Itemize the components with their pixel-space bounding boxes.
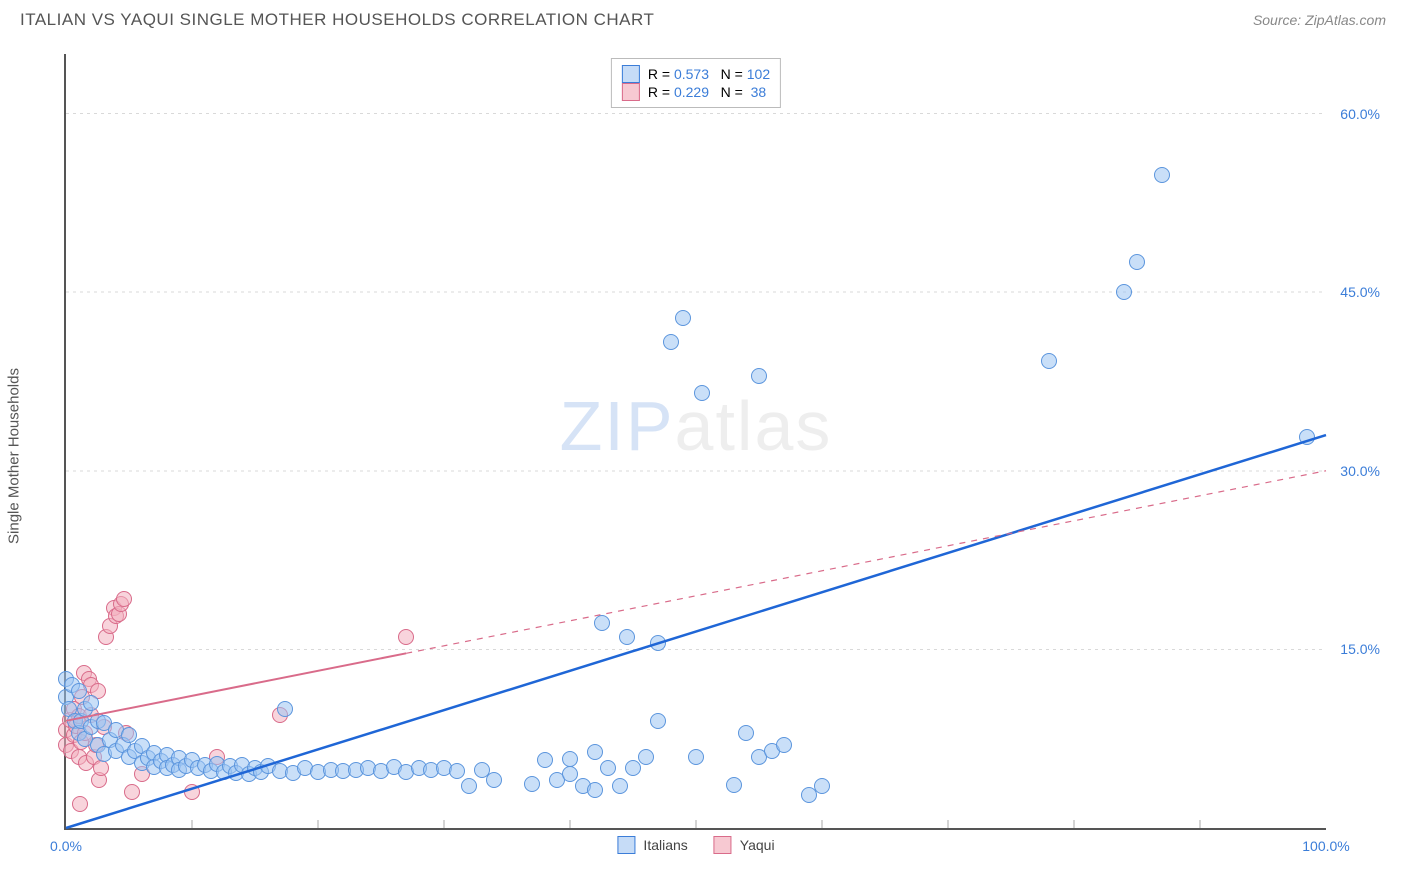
data-point bbox=[562, 751, 578, 767]
data-point bbox=[562, 766, 578, 782]
data-point bbox=[1116, 284, 1132, 300]
x-tick-label: 0.0% bbox=[50, 838, 82, 854]
series-legend: Italians Yaqui bbox=[617, 836, 774, 854]
data-point bbox=[738, 725, 754, 741]
data-point bbox=[594, 615, 610, 631]
data-point bbox=[1129, 254, 1145, 270]
data-point bbox=[688, 749, 704, 765]
data-point bbox=[650, 635, 666, 651]
legend-label: Yaqui bbox=[740, 837, 775, 853]
data-point bbox=[124, 784, 140, 800]
plot-area: ZIPatlas R = 0.573 N = 102R = 0.229 N = … bbox=[64, 54, 1326, 830]
legend-swatch bbox=[622, 65, 640, 83]
chart-title: ITALIAN VS YAQUI SINGLE MOTHER HOUSEHOLD… bbox=[20, 10, 654, 30]
correlation-legend: R = 0.573 N = 102R = 0.229 N = 38 bbox=[611, 58, 781, 108]
data-point bbox=[277, 701, 293, 717]
data-point bbox=[524, 776, 540, 792]
data-point bbox=[1041, 353, 1057, 369]
data-point bbox=[726, 777, 742, 793]
legend-label: Italians bbox=[643, 837, 687, 853]
data-point bbox=[184, 784, 200, 800]
legend-item: Yaqui bbox=[714, 836, 775, 854]
legend-swatch bbox=[714, 836, 732, 854]
data-point bbox=[625, 760, 641, 776]
legend-item: Italians bbox=[617, 836, 687, 854]
data-point bbox=[1299, 429, 1315, 445]
data-point bbox=[72, 796, 88, 812]
data-point bbox=[814, 778, 830, 794]
data-point bbox=[1154, 167, 1170, 183]
data-point bbox=[486, 772, 502, 788]
legend-stat-row: R = 0.573 N = 102 bbox=[622, 65, 770, 83]
legend-stat-row: R = 0.229 N = 38 bbox=[622, 83, 770, 101]
data-point bbox=[71, 683, 87, 699]
data-point bbox=[587, 744, 603, 760]
data-point bbox=[83, 695, 99, 711]
data-point bbox=[675, 310, 691, 326]
y-tick-label: 30.0% bbox=[1340, 463, 1380, 479]
data-point bbox=[638, 749, 654, 765]
data-point bbox=[619, 629, 635, 645]
data-point bbox=[93, 760, 109, 776]
data-point bbox=[461, 778, 477, 794]
x-tick-label: 100.0% bbox=[1302, 838, 1349, 854]
data-point bbox=[650, 713, 666, 729]
data-point bbox=[587, 782, 603, 798]
data-point bbox=[776, 737, 792, 753]
legend-swatch bbox=[622, 83, 640, 101]
data-point bbox=[612, 778, 628, 794]
data-point bbox=[449, 763, 465, 779]
legend-swatch bbox=[617, 836, 635, 854]
data-point bbox=[116, 591, 132, 607]
y-tick-label: 15.0% bbox=[1340, 641, 1380, 657]
y-tick-label: 45.0% bbox=[1340, 284, 1380, 300]
chart-container: Single Mother Households ZIPatlas R = 0.… bbox=[20, 36, 1386, 876]
source-attribution: Source: ZipAtlas.com bbox=[1253, 12, 1386, 28]
data-point bbox=[694, 385, 710, 401]
y-axis-label: Single Mother Households bbox=[6, 368, 23, 544]
y-tick-label: 60.0% bbox=[1340, 106, 1380, 122]
data-point bbox=[663, 334, 679, 350]
data-point bbox=[537, 752, 553, 768]
data-point bbox=[398, 629, 414, 645]
data-point bbox=[751, 368, 767, 384]
data-point bbox=[600, 760, 616, 776]
